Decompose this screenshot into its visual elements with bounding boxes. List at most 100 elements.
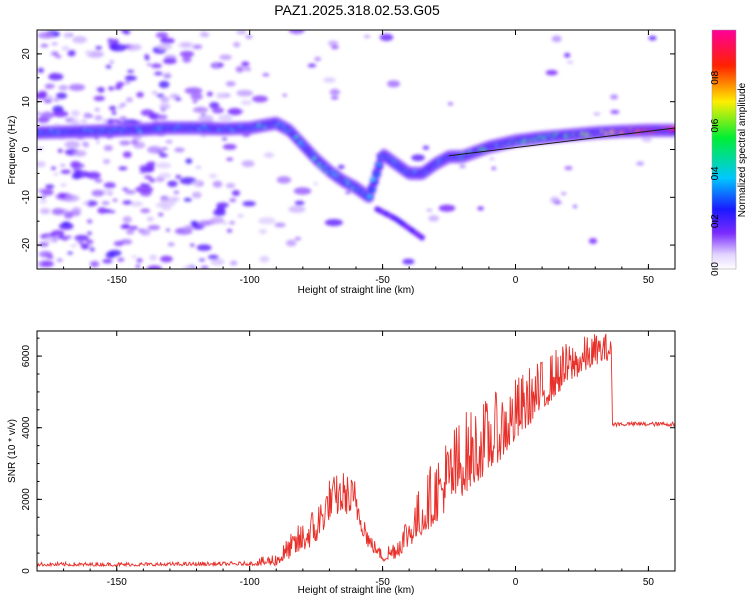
noise-speck — [293, 187, 312, 195]
noise-speck — [216, 92, 227, 99]
noise-speck — [184, 87, 203, 95]
noise-speck — [191, 181, 202, 186]
noise-speck — [135, 264, 141, 268]
snr-plot-area — [37, 331, 675, 571]
noise-speck — [167, 180, 178, 188]
noise-speck — [63, 211, 74, 219]
noise-speck — [103, 119, 108, 123]
noise-speck — [119, 140, 131, 146]
noise-speck — [191, 191, 202, 199]
noise-speck — [37, 67, 44, 73]
noise-speck — [40, 111, 55, 119]
noise-speck — [294, 200, 305, 206]
noise-speck — [67, 251, 73, 255]
noise-speck — [345, 191, 351, 195]
noise-speck — [219, 54, 232, 61]
noise-speck — [122, 216, 132, 224]
noise-speck — [70, 160, 82, 169]
ridge-core — [370, 187, 376, 193]
noise-speck — [206, 91, 213, 97]
noise-speck — [146, 63, 151, 67]
noise-speck — [52, 110, 69, 118]
noise-speck — [144, 175, 152, 180]
noise-speck — [140, 228, 151, 236]
noise-speck — [242, 201, 256, 207]
noise-speck — [102, 159, 111, 165]
noise-speck — [222, 143, 237, 150]
colorbar-tick-label: 0.6 — [710, 118, 721, 132]
noise-speck — [109, 105, 117, 111]
noise-speck — [159, 153, 168, 158]
noise-speck — [387, 80, 401, 88]
noise-speck — [119, 116, 127, 120]
x-tick-label: -100 — [240, 577, 260, 588]
spectrogram-axes-frame — [36, 29, 676, 270]
noise-speck — [379, 33, 394, 42]
noise-speck — [160, 195, 169, 201]
noise-speck — [648, 35, 657, 41]
spectrogram-ylabel: Frequency (Hz) — [7, 116, 18, 185]
noise-speck — [120, 224, 131, 229]
noise-speck — [103, 182, 116, 189]
noise-speck — [146, 265, 163, 269]
ridge-core — [374, 172, 380, 178]
noise-speck — [87, 203, 95, 207]
noise-speck — [159, 96, 170, 103]
noise-speck — [64, 117, 69, 120]
noise-speck — [201, 113, 206, 116]
noise-speck — [183, 197, 192, 202]
x-tick-label: -150 — [107, 275, 127, 286]
noise-speck — [62, 237, 68, 242]
noise-speck — [151, 90, 158, 95]
noise-speck — [94, 115, 103, 121]
noise-speck — [94, 107, 100, 112]
noise-speck — [62, 221, 71, 227]
noise-speck — [102, 258, 113, 264]
noise-speck — [185, 158, 193, 164]
noise-speck — [212, 180, 223, 188]
noise-speck — [227, 108, 243, 116]
snr-ylabel: SNR (10 * v/v) — [7, 419, 18, 483]
noise-speck — [83, 246, 88, 250]
noise-speck — [237, 214, 244, 218]
noise-speck — [52, 238, 58, 243]
noise-speck — [241, 160, 255, 168]
y-tick-label: 6000 — [21, 345, 32, 368]
noise-speck — [122, 200, 133, 205]
noise-speck — [136, 91, 144, 98]
snr-series-line — [37, 333, 675, 568]
y-tick-label: 2000 — [21, 488, 32, 511]
noise-speck — [447, 102, 454, 106]
x-tick-label: 0 — [513, 577, 519, 588]
noise-speck — [208, 173, 218, 179]
noise-speck — [38, 250, 53, 258]
noise-speck — [148, 114, 158, 120]
noise-speck — [95, 46, 103, 50]
colorbar-tick-label: 0.0 — [710, 262, 721, 276]
noise-speck — [178, 41, 195, 49]
noise-speck — [160, 199, 176, 207]
noise-speck — [241, 61, 250, 67]
noise-speck — [97, 86, 105, 93]
noise-speck — [190, 220, 199, 226]
noise-speck — [174, 147, 185, 153]
noise-speck — [37, 92, 48, 100]
noise-speck — [192, 100, 197, 104]
noise-speck — [229, 198, 237, 203]
noise-speck — [51, 42, 58, 46]
noise-speck — [139, 166, 155, 173]
noise-speck — [610, 94, 619, 100]
noise-speck — [216, 202, 229, 208]
y-tick-label: 0 — [21, 146, 32, 152]
noise-speck — [210, 216, 225, 224]
noise-speck — [258, 217, 276, 225]
y-tick-label: 0 — [21, 568, 32, 574]
spectrogram-heatmap — [37, 30, 675, 269]
noise-speck — [130, 201, 143, 207]
noise-speck — [70, 110, 80, 117]
noise-speck — [110, 43, 127, 52]
noise-speck — [491, 166, 496, 170]
noise-speck — [108, 86, 115, 91]
noise-speck — [136, 258, 143, 263]
